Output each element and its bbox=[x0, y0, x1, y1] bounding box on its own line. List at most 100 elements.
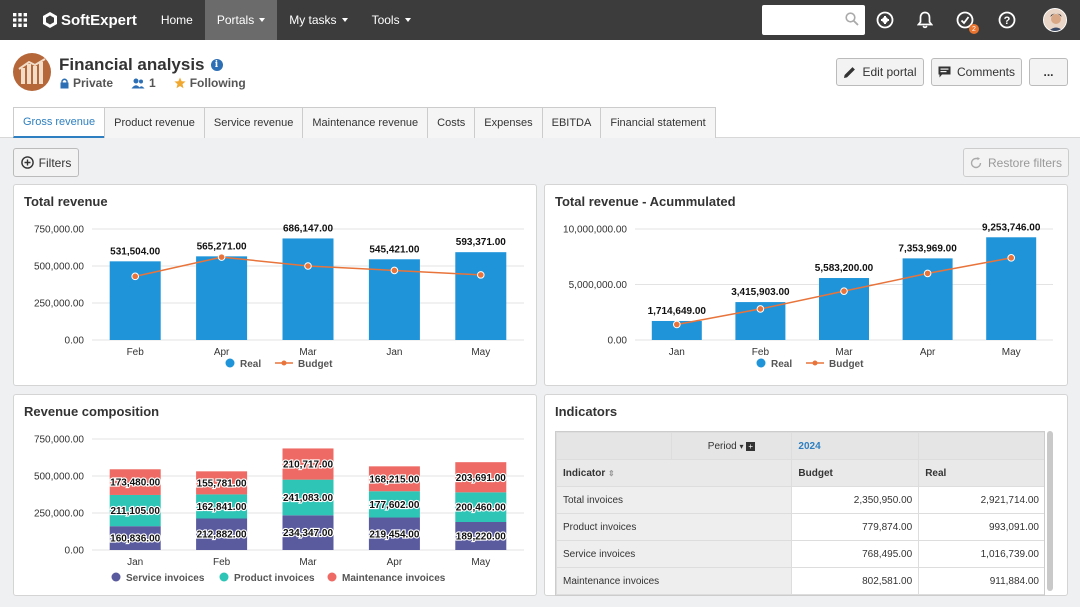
legend-marker bbox=[111, 572, 121, 582]
budget-point bbox=[131, 272, 139, 281]
budget-column-header[interactable]: Budget bbox=[791, 459, 920, 487]
table-scrollbar[interactable] bbox=[1047, 431, 1053, 591]
bar-real bbox=[196, 256, 248, 340]
tasks-icon[interactable]: 2 bbox=[954, 9, 979, 34]
more-options-button[interactable]: ... bbox=[1029, 58, 1068, 86]
sort-icon: ⇕ bbox=[608, 468, 615, 478]
bar-segment bbox=[109, 469, 161, 495]
x-tick-label: Jan bbox=[386, 347, 402, 358]
filters-button[interactable]: Filters bbox=[13, 148, 79, 177]
refresh-icon bbox=[970, 156, 982, 168]
tab-costs[interactable]: Costs bbox=[427, 107, 476, 138]
apps-grid-icon[interactable] bbox=[0, 0, 40, 40]
indicator-column-header[interactable]: Indicator ⇕ bbox=[556, 459, 793, 487]
more-options-label: ... bbox=[1043, 65, 1054, 79]
help-icon[interactable]: ? bbox=[996, 9, 1018, 31]
total-revenue-panel: Total revenue 750,000.00 500,000.00 250,00… bbox=[13, 184, 537, 386]
data-label: 3,415,903.00 bbox=[731, 287, 790, 298]
data-label: 168,215.00 bbox=[369, 474, 419, 485]
budget-cell: 2,350,950.00 bbox=[791, 486, 920, 514]
table-header-row: Period ▾ + 2024 bbox=[556, 432, 1044, 460]
x-tick-label: Jan bbox=[127, 557, 143, 568]
indicator-column-label: Indicator bbox=[563, 467, 606, 479]
data-label: 9,253,746.00 bbox=[982, 222, 1041, 233]
nav-portals-label: Portals bbox=[216, 13, 255, 27]
nav-my-tasks[interactable]: My tasks bbox=[277, 0, 359, 40]
plus-circle-icon[interactable] bbox=[874, 9, 896, 31]
notification-badge: 2 bbox=[969, 24, 979, 34]
data-label: 155,781.00 bbox=[197, 478, 247, 489]
period-empty-cell bbox=[918, 432, 1044, 460]
tab-expenses[interactable]: Expenses bbox=[474, 107, 543, 138]
tab-product-revenue[interactable]: Product revenue bbox=[104, 107, 205, 138]
y-tick-label: 750,000.00 bbox=[34, 435, 84, 446]
following-label: Following bbox=[189, 76, 246, 90]
real-column-header[interactable]: Real bbox=[918, 459, 1044, 487]
period-label: Period bbox=[707, 440, 737, 452]
search-box bbox=[762, 5, 865, 35]
page-title: Financial analysis i bbox=[59, 55, 223, 75]
bar-segment bbox=[455, 462, 507, 493]
legend-label: Product invoices bbox=[234, 573, 315, 584]
expand-icon[interactable]: + bbox=[746, 441, 756, 451]
search-icon[interactable] bbox=[845, 12, 859, 26]
comments-label: Comments bbox=[956, 65, 1015, 79]
indicator-cell: Product invoices bbox=[556, 513, 793, 541]
data-label: 173,480.00 bbox=[110, 478, 160, 489]
panel-title: Total revenue bbox=[24, 194, 108, 209]
data-label: 593,371.00 bbox=[456, 237, 506, 248]
nav-portals[interactable]: Portals bbox=[204, 0, 278, 40]
period-column-header[interactable]: Period ▾ + bbox=[670, 432, 793, 460]
restore-filters-button[interactable]: Restore filters bbox=[963, 148, 1069, 177]
budget-cell: 768,495.00 bbox=[791, 540, 920, 568]
tab-label: Expenses bbox=[484, 117, 533, 129]
data-label: 160,836.00 bbox=[110, 534, 160, 545]
comments-button[interactable]: Comments bbox=[931, 58, 1022, 86]
chevron-down-icon bbox=[404, 18, 411, 22]
indicators-table-wrapper: Period ▾ + 2024 Indicator ⇕ Budget Real … bbox=[555, 431, 1045, 596]
x-tick-label: Mar bbox=[299, 557, 317, 568]
budget-point bbox=[756, 305, 765, 313]
real-cell: 993,091.00 bbox=[918, 513, 1044, 541]
softexpert-logo[interactable]: SoftExpert bbox=[42, 12, 137, 29]
bell-icon[interactable] bbox=[914, 9, 936, 31]
tab-financial-statement[interactable]: Financial statement bbox=[600, 107, 716, 138]
x-tick-label: Jan bbox=[669, 347, 685, 358]
edit-portal-button[interactable]: Edit portal bbox=[836, 58, 924, 86]
indicators-table: Period ▾ + 2024 Indicator ⇕ Budget Real … bbox=[556, 432, 1044, 595]
search-input[interactable] bbox=[766, 5, 846, 33]
panel-title: Revenue composition bbox=[24, 404, 160, 419]
chevron-down-icon bbox=[341, 18, 348, 22]
y-tick-label: 500,000.00 bbox=[34, 472, 84, 483]
members-label: 1 bbox=[149, 76, 156, 90]
members-count[interactable]: 1 bbox=[131, 76, 156, 90]
portal-tabs: Gross revenue Product revenue Service re… bbox=[13, 107, 716, 138]
tab-gross-revenue[interactable]: Gross revenue bbox=[13, 107, 106, 138]
data-label: 212,882.00 bbox=[197, 530, 247, 541]
info-icon[interactable]: i bbox=[210, 59, 223, 71]
nav-home[interactable]: Home bbox=[149, 0, 205, 40]
table-row: Maintenance invoices 802,581.00 911,884.… bbox=[556, 567, 1044, 595]
data-label: 162,841.00 bbox=[197, 502, 247, 513]
real-cell: 911,884.00 bbox=[918, 567, 1044, 595]
following-status[interactable]: Following bbox=[174, 76, 246, 90]
period-value-cell[interactable]: 2024 bbox=[791, 432, 920, 460]
legend-budget-marker bbox=[281, 360, 287, 366]
user-avatar[interactable] bbox=[1043, 8, 1067, 32]
tab-service-revenue[interactable]: Service revenue bbox=[203, 107, 304, 138]
x-tick-label: Apr bbox=[920, 347, 936, 358]
nav-home-label: Home bbox=[160, 13, 193, 27]
y-tick-label: 10,000,000.00 bbox=[563, 225, 627, 236]
bar-segment bbox=[196, 494, 248, 519]
indicator-cell: Total invoices bbox=[556, 486, 793, 514]
tab-ebitda[interactable]: EBITDA bbox=[541, 107, 602, 138]
data-label: 1,714,649.00 bbox=[648, 306, 707, 317]
panel-title: Indicators bbox=[555, 404, 618, 419]
legend-budget-label: Budget bbox=[298, 359, 333, 370]
panel-title: Total revenue - Acummulated bbox=[555, 194, 736, 209]
real-cell: 2,921,714.00 bbox=[918, 486, 1044, 514]
legend-marker bbox=[327, 572, 337, 582]
tab-maintenance-revenue[interactable]: Maintenance revenue bbox=[302, 107, 429, 138]
privacy-label: Private bbox=[73, 76, 114, 90]
nav-tools[interactable]: Tools bbox=[360, 0, 423, 40]
